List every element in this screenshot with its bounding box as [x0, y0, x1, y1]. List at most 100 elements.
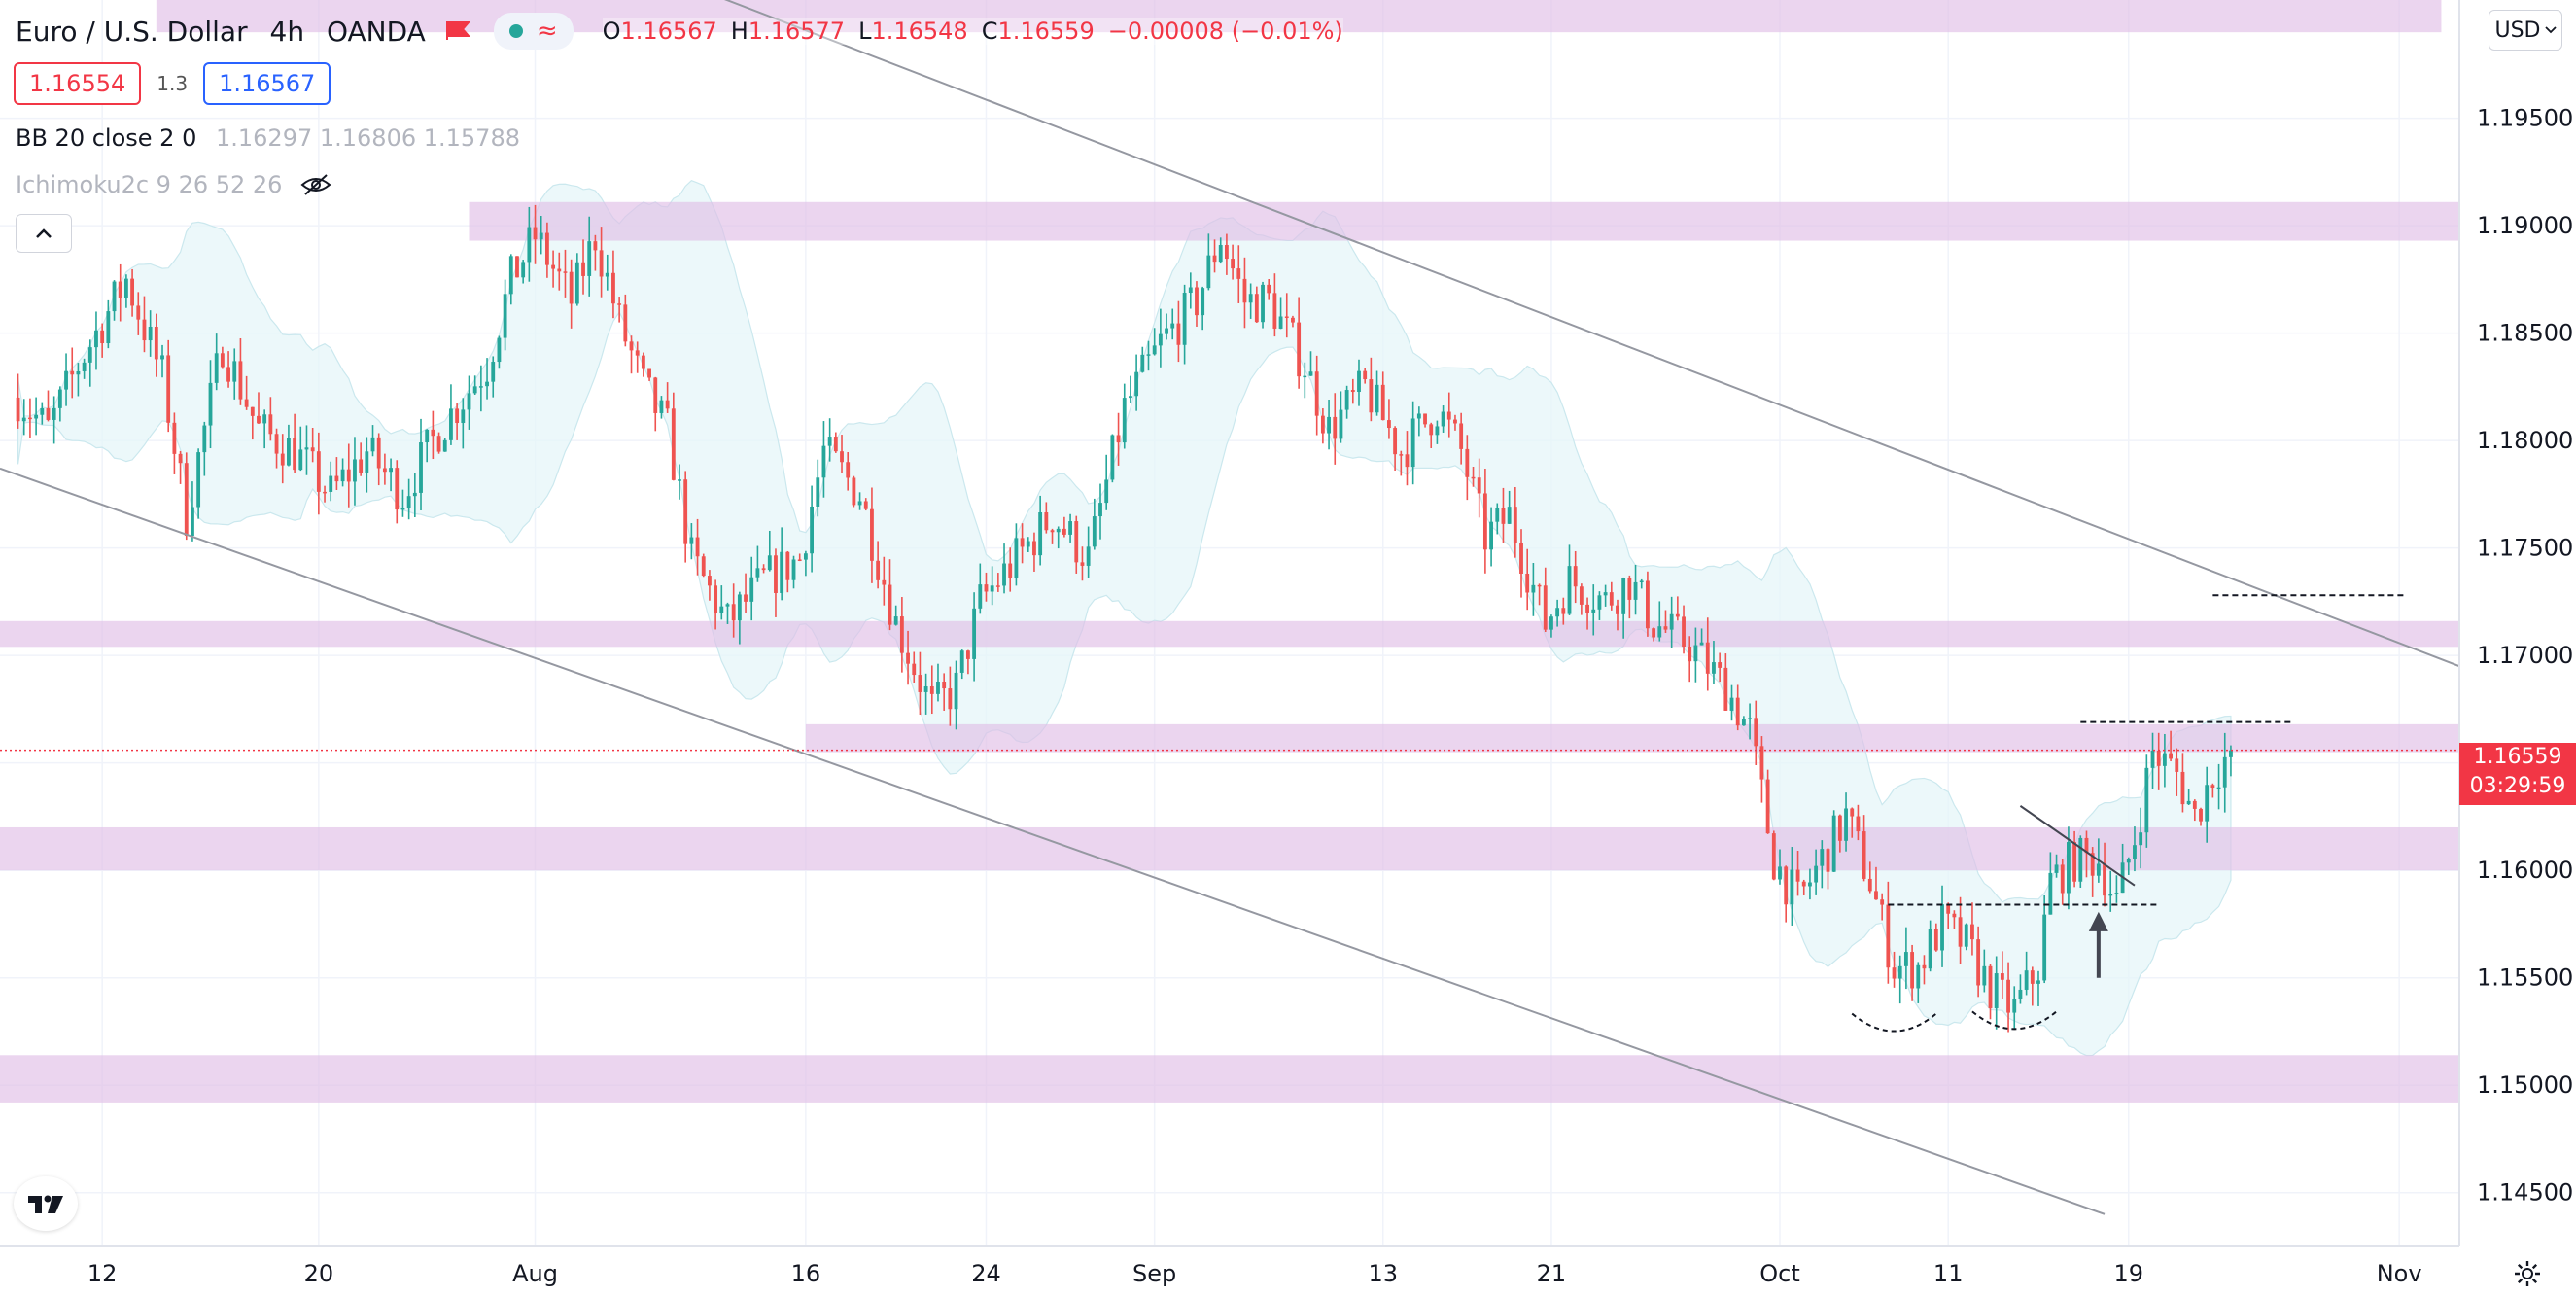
- candle-body: [803, 553, 808, 560]
- candle-body: [287, 438, 291, 466]
- candle-body: [816, 477, 820, 507]
- candle-body: [1808, 882, 1812, 887]
- candle-body: [1375, 384, 1379, 413]
- candle-body: [731, 604, 736, 621]
- candle-body: [1663, 626, 1668, 630]
- candle-body: [1206, 255, 1211, 289]
- price-tick-label: 1.14500: [2477, 1179, 2573, 1207]
- candle-body: [310, 447, 315, 452]
- candle-body: [749, 577, 754, 602]
- candle-body: [539, 232, 543, 240]
- buy-button[interactable]: 1.16567: [203, 62, 331, 105]
- candle-body: [442, 439, 447, 452]
- market-status-pill[interactable]: ≈: [493, 13, 574, 50]
- candle-body: [1416, 413, 1421, 419]
- candle-body: [293, 438, 297, 471]
- settings-button[interactable]: [2508, 1254, 2547, 1293]
- sell-button[interactable]: 1.16554: [14, 62, 142, 105]
- candle-body: [533, 227, 538, 240]
- candle-body: [1122, 398, 1127, 443]
- candle-body: [1062, 528, 1066, 535]
- candle-body: [659, 400, 664, 413]
- candle-body: [1165, 328, 1168, 334]
- candle-body: [1002, 563, 1006, 586]
- support-resistance-zones: [0, 0, 2459, 1103]
- candle-body: [154, 327, 158, 360]
- candle-body: [425, 429, 430, 443]
- candle-body: [857, 501, 862, 506]
- price-zone: [805, 723, 2459, 753]
- candle-body: [725, 604, 730, 607]
- time-tick-label: Aug: [512, 1260, 558, 1287]
- candle-body: [714, 585, 718, 614]
- candle-body: [2180, 771, 2185, 805]
- candle-body: [1903, 952, 1908, 966]
- candle-body: [2150, 750, 2155, 768]
- candle-body: [1652, 628, 1656, 638]
- candle-body: [1922, 964, 1927, 969]
- bollinger-legend[interactable]: BB 20 close 2 0 1.16297 1.16806 1.15788: [16, 124, 520, 152]
- candle-body: [1441, 411, 1445, 427]
- candle-body: [1531, 584, 1536, 593]
- ichimoku-legend[interactable]: Ichimoku2c 9 26 52 26: [16, 171, 332, 198]
- candle-body: [370, 437, 375, 452]
- candle-body: [647, 368, 651, 378]
- price-tick-label: 1.15500: [2477, 964, 2573, 992]
- market-open-icon: [508, 24, 523, 38]
- candle-body: [280, 453, 285, 466]
- candle-body: [191, 507, 194, 537]
- candle-body: [87, 347, 92, 363]
- candle-body: [1044, 512, 1049, 531]
- candle-body: [2229, 750, 2233, 757]
- candle-body: [1134, 371, 1139, 397]
- candle-body: [1303, 375, 1307, 378]
- candle-body: [1350, 390, 1355, 393]
- candle-body: [1597, 595, 1602, 610]
- candle-body: [1380, 384, 1385, 421]
- collapse-legend-button[interactable]: [16, 214, 72, 253]
- candle-body: [1278, 316, 1283, 329]
- candle-body: [1988, 965, 1993, 1008]
- candle-body: [2060, 864, 2065, 894]
- candle-body: [965, 650, 970, 659]
- price-zone: [469, 201, 2459, 241]
- candle-body: [316, 451, 321, 492]
- candle-body: [2175, 758, 2179, 772]
- candle-body: [1465, 448, 1470, 477]
- candle-body: [1314, 371, 1319, 416]
- candle-body: [1519, 543, 1523, 574]
- time-tick-label: Oct: [1759, 1260, 1800, 1287]
- candle-body: [1910, 952, 1915, 989]
- candle-body: [515, 256, 519, 278]
- candle-body: [340, 469, 345, 482]
- candle-body: [942, 682, 947, 689]
- price-tick-label: 1.17500: [2477, 535, 2573, 562]
- candle-body: [2156, 750, 2161, 766]
- symbol-title[interactable]: Euro / U.S. Dollar 4h OANDA: [0, 16, 426, 48]
- candle-body: [2114, 893, 2119, 894]
- candle-body: [665, 400, 670, 409]
- currency-button[interactable]: USD: [2489, 10, 2562, 51]
- candle-body: [870, 508, 874, 561]
- pattern-arc: [1971, 1010, 2058, 1031]
- candle-body: [1429, 424, 1434, 436]
- candle-body: [1886, 904, 1891, 968]
- eye-hidden-icon[interactable]: [299, 173, 332, 196]
- candle-body: [1892, 967, 1897, 979]
- candle-body: [346, 469, 351, 482]
- candle-body: [623, 304, 628, 342]
- candle-body: [2000, 973, 2004, 980]
- candle-body: [557, 268, 562, 272]
- flag-icon[interactable]: [445, 20, 470, 42]
- candle-body: [1014, 538, 1019, 578]
- candle-body: [40, 408, 45, 415]
- candle-body: [1236, 268, 1241, 279]
- candle-body: [1645, 580, 1650, 629]
- close-value: 1.16559: [997, 18, 1095, 45]
- candle-body: [695, 537, 700, 557]
- candle-body: [172, 422, 177, 454]
- tradingview-logo[interactable]: [14, 1176, 78, 1231]
- candle-body: [990, 585, 994, 592]
- candle-body: [1591, 609, 1596, 613]
